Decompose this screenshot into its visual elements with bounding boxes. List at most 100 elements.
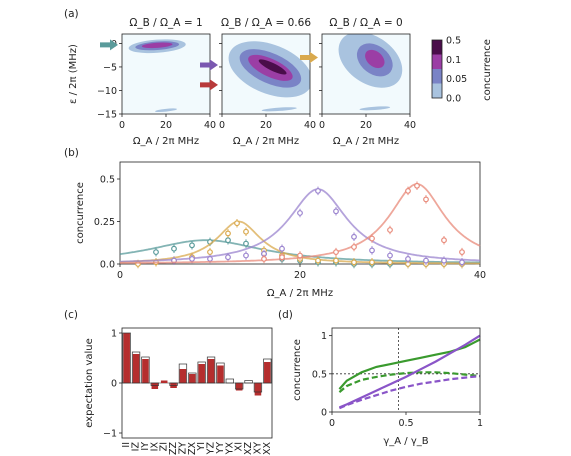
ideal-bar-outline <box>188 372 197 384</box>
colorbar-segment <box>432 83 442 98</box>
bar <box>189 374 196 383</box>
data-point <box>369 259 375 266</box>
y-tick-label: 1 <box>111 329 117 340</box>
data-point <box>207 256 213 262</box>
x-tick-label: 40 <box>204 120 216 131</box>
ideal-bar-outline <box>150 382 159 386</box>
x-tick-label: 20 <box>260 120 272 131</box>
x-tick-label: 0.5 <box>398 418 413 429</box>
plot-frame <box>331 327 481 413</box>
x-tick-label: 40 <box>404 120 416 131</box>
category-label: XZ <box>243 442 254 456</box>
heatmap-title-2: Ω_B / Ω_A = 0 <box>329 17 402 29</box>
indicator-arrow-1 <box>200 59 218 71</box>
bar <box>142 359 149 383</box>
category-label: IX <box>149 442 160 452</box>
x-tick-label: 40 <box>304 120 316 131</box>
y-tick-label: −5 <box>103 62 117 73</box>
y-tick-label: 0.0 <box>100 260 115 271</box>
series-line-2 <box>338 334 481 409</box>
ideal-bar-outline <box>141 356 150 384</box>
data-point <box>243 252 249 259</box>
x-tick-label: 20 <box>360 120 372 131</box>
contour-peak <box>258 59 287 75</box>
bar <box>132 354 140 383</box>
bar <box>160 380 168 383</box>
colorbar-label: concurrence <box>482 39 493 101</box>
panel-b-concurrence-plot: 0 20 40 0.0 0.25 0.5 Ω_A / 2π MHz concurrence <box>75 161 486 299</box>
ideal-bar-outline <box>169 382 178 386</box>
y-tick-label: 0 <box>111 379 117 390</box>
data-point <box>225 254 231 261</box>
data-point <box>459 249 465 256</box>
x-axis-label: Ω_A / 2π MHz <box>233 136 299 147</box>
data-point <box>387 259 393 266</box>
series-line-3 <box>338 375 481 410</box>
category-label: YZ <box>206 442 217 456</box>
x-tick-label: 1 <box>477 418 483 429</box>
ideal-bar-outline <box>235 382 244 390</box>
data-point <box>441 237 447 244</box>
x-tick-label: 0 <box>319 120 325 131</box>
data-point <box>387 252 393 259</box>
category-label: XI <box>234 442 245 451</box>
category-label: YI <box>196 442 207 452</box>
x-tick-label: 0 <box>329 418 335 429</box>
y-tick-label: 0.5 <box>100 175 115 186</box>
bar <box>207 359 215 383</box>
bar <box>198 364 205 383</box>
data-point <box>297 210 303 216</box>
category-label: ZI <box>159 442 170 451</box>
data-point <box>369 235 375 242</box>
category-label: IZ <box>131 442 142 452</box>
ideal-bar-outline <box>122 332 131 384</box>
y-tick-label: 0.25 <box>94 217 115 228</box>
indicator-arrow-1-b <box>200 79 218 91</box>
category-label: ZY <box>177 442 188 455</box>
data-point <box>243 240 249 247</box>
data-point <box>369 247 375 254</box>
colorbar-tick-label: 0.5 <box>446 36 461 47</box>
panel-d-line-chart: 0 0.5 1 0 0.5 1 γ_A / γ_B concurrence <box>292 327 483 447</box>
heatmap-title-0: Ω_B / Ω_A = 1 <box>129 17 202 29</box>
data-point <box>423 257 429 264</box>
data-point <box>351 259 357 266</box>
data-point <box>405 256 411 262</box>
panel-label-d: (d) <box>278 309 293 321</box>
x-tick-label: 40 <box>474 270 486 281</box>
ideal-bar-outline <box>253 382 263 393</box>
series-line-0 <box>338 338 481 390</box>
data-point <box>279 245 285 252</box>
bar <box>264 362 271 383</box>
category-label: ZX <box>187 442 198 456</box>
x-tick-label: 20 <box>294 270 306 281</box>
data-point <box>234 220 240 227</box>
contour-low-tail <box>155 108 177 113</box>
colorbar-tick-label: 0.0 <box>446 94 461 105</box>
y-axis-label: ε / 2π (MHz) <box>68 44 79 104</box>
y-axis-label: concurrence <box>292 339 303 401</box>
data-point <box>279 254 285 261</box>
data-point <box>441 257 447 264</box>
data-point <box>315 257 321 264</box>
category-label: YY <box>215 442 226 455</box>
data-point <box>351 244 357 250</box>
data-point <box>315 187 321 194</box>
data-point <box>333 257 339 264</box>
contour-low-tail <box>359 106 391 111</box>
data-point <box>225 237 231 244</box>
contour-low-tail <box>261 107 297 112</box>
ideal-bar-outline <box>216 362 225 384</box>
contour-high <box>141 42 173 49</box>
data-point <box>189 242 195 249</box>
panel-a-heatmaps: Ω_B / Ω_A = 1 0 20 40 Ω_A / 2π MHz 0 −5 −10 −15 Ω… <box>68 17 493 147</box>
x-tick-label: 20 <box>160 120 172 131</box>
bar <box>254 383 262 396</box>
data-point <box>207 249 213 256</box>
data-point <box>153 249 159 256</box>
ideal-bar-outline <box>178 363 188 384</box>
x-tick-label: 0 <box>119 120 125 131</box>
data-point <box>333 208 339 215</box>
